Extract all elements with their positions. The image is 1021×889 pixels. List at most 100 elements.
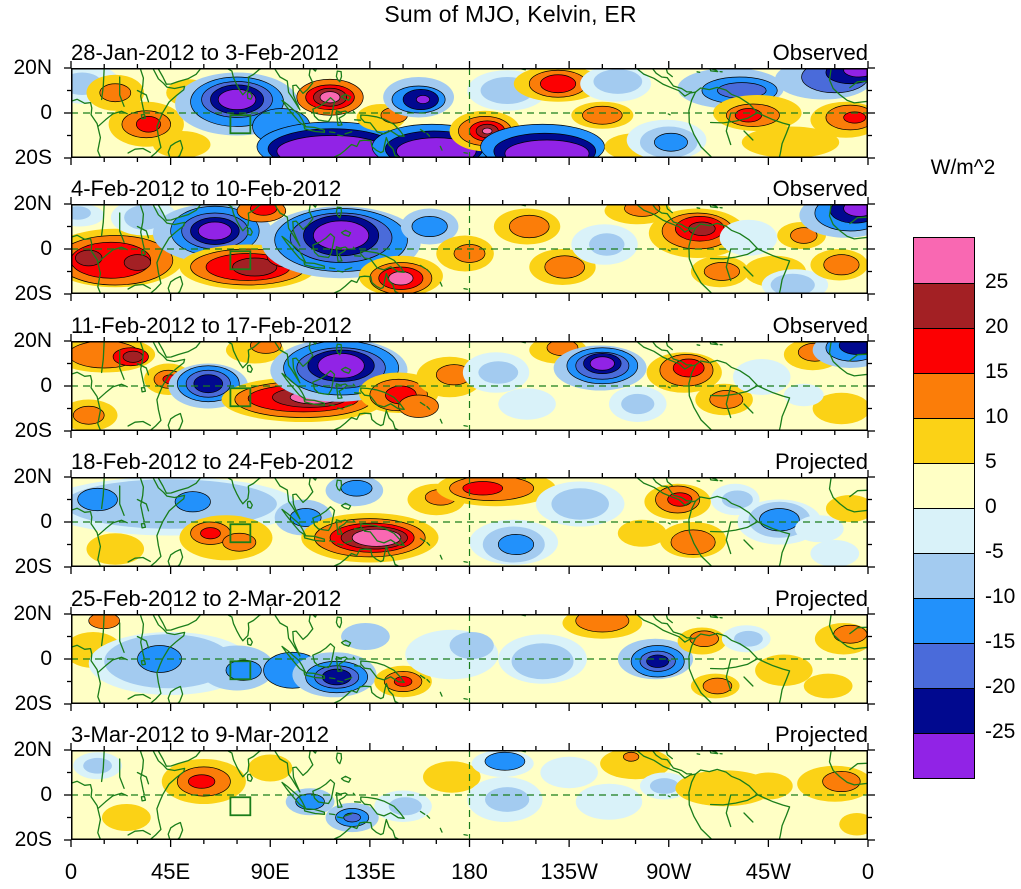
coastline <box>100 204 105 237</box>
panel-status-label: Projected <box>775 722 868 747</box>
coastline <box>336 270 344 273</box>
x-axis-label: 45W <box>745 859 791 884</box>
panel-status-label: Observed <box>772 40 868 65</box>
coastline <box>665 341 673 351</box>
coastline <box>273 341 314 384</box>
coastline <box>344 677 353 681</box>
panel-1: 28-Jan-2012 to 3-Feb-2012 Observed 20N 0 2… <box>13 41 875 169</box>
coastline <box>312 779 336 805</box>
coastline <box>246 637 253 646</box>
coastline <box>828 614 868 650</box>
anomaly-blob <box>340 480 373 497</box>
anomaly-blob <box>449 632 494 659</box>
coastline <box>328 813 336 816</box>
anomaly-blob <box>672 358 705 378</box>
colorbar-segment <box>914 328 974 373</box>
coastline <box>667 522 671 525</box>
anomaly-blob <box>770 273 815 294</box>
coastline <box>665 68 673 78</box>
panel-5: 25-Feb-2012 to 2-Mar-2012 Projected 20N 0… <box>13 587 875 715</box>
coastline <box>140 249 147 256</box>
anomaly-blob <box>423 761 481 793</box>
anomaly-blob <box>484 787 530 812</box>
coastline <box>352 110 356 114</box>
anomaly-blob <box>124 205 164 230</box>
coastline <box>426 405 431 410</box>
coastline <box>328 677 336 680</box>
coastline <box>100 68 105 101</box>
y-axis-label: 20N <box>13 465 52 488</box>
coastline <box>635 341 697 370</box>
panel-3: 11-Feb-2012 to 17-Feb-2012 Observed 20N 0… <box>13 314 875 442</box>
anomaly-blob <box>783 383 824 407</box>
anomaly-blob <box>83 757 112 774</box>
coastline <box>221 68 265 96</box>
coastline <box>463 833 468 836</box>
coastline <box>331 272 402 294</box>
coastline <box>651 614 693 639</box>
coastline <box>140 522 147 529</box>
coastline <box>335 70 343 83</box>
anomaly-blob <box>839 813 868 836</box>
coastline <box>331 818 402 840</box>
coastline <box>71 644 102 704</box>
coastline <box>246 364 253 373</box>
map-layers <box>71 68 868 158</box>
anomaly-blob <box>843 68 868 78</box>
panel-status-label: Projected <box>775 449 868 474</box>
coastline <box>303 808 326 815</box>
y-axis-label: 20S <box>14 146 52 169</box>
y-axis-label: 20N <box>13 192 52 215</box>
colorbar-tick-label: -25 <box>985 720 1016 743</box>
x-axis-label: 135W <box>540 859 598 884</box>
coastline <box>344 131 353 135</box>
coastline <box>696 480 701 482</box>
coastline <box>336 134 344 137</box>
coastline <box>340 639 352 647</box>
anomaly-blob <box>551 488 609 520</box>
anomaly-blob <box>741 126 840 158</box>
anomaly-blob <box>411 216 448 237</box>
y-axis-label: 20N <box>13 738 52 761</box>
coastline <box>360 387 405 411</box>
coastline <box>336 543 344 546</box>
y-axis-label: 20S <box>14 419 52 442</box>
anomaly-blob <box>504 139 590 158</box>
coastline <box>331 682 402 704</box>
coastline <box>167 139 184 158</box>
coastline <box>635 614 697 643</box>
coastline <box>167 685 184 704</box>
panel-status-label: Projected <box>775 586 868 611</box>
colorbar-tick-label: 20 <box>985 315 1009 338</box>
coastline <box>352 792 356 796</box>
coastline <box>709 614 719 619</box>
anomaly-blob <box>721 490 753 509</box>
anomaly-blob <box>351 528 402 547</box>
coastline <box>328 131 336 134</box>
coastline <box>360 796 405 820</box>
anomaly-blob <box>101 804 151 831</box>
coastline <box>725 521 732 555</box>
coastline <box>849 626 867 635</box>
coastline <box>352 246 356 250</box>
coastline <box>709 477 719 482</box>
coastline <box>743 403 754 414</box>
anomaly-blob <box>498 388 556 420</box>
coastline <box>688 637 714 704</box>
anomaly-blob <box>544 255 585 279</box>
coastline <box>743 539 754 550</box>
colorbar-tick-label: 0 <box>985 495 997 518</box>
coastline <box>635 477 697 506</box>
coastline <box>849 80 867 89</box>
anomaly-blob <box>225 659 262 681</box>
coastline <box>696 344 701 346</box>
coastline <box>667 659 671 662</box>
y-axis-label: 20N <box>13 329 52 352</box>
panel-map <box>64 61 875 165</box>
panel-date-range: 28-Jan-2012 to 3-Feb-2012 <box>71 40 339 65</box>
y-axis-label: 0 <box>40 374 52 397</box>
anomaly-blob <box>462 481 504 496</box>
panel-date-range: 4-Feb-2012 to 10-Feb-2012 <box>71 176 342 201</box>
coastline <box>246 773 253 782</box>
